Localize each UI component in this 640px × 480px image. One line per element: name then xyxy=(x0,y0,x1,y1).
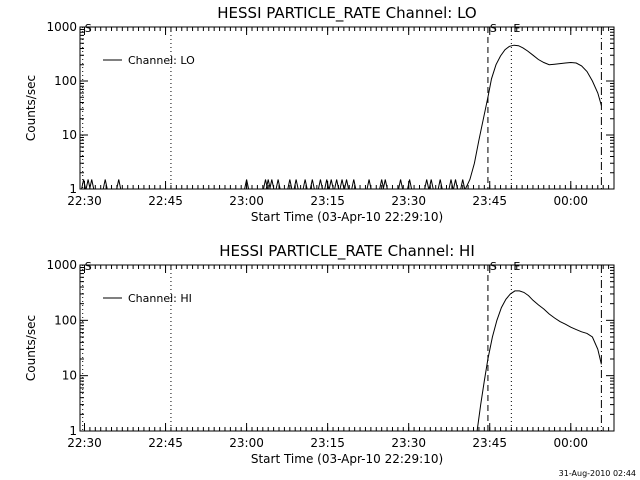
count-spike xyxy=(344,179,350,190)
event-marker-label: S xyxy=(490,260,497,273)
count-spike xyxy=(81,179,87,190)
y-tick-label: 100 xyxy=(54,74,77,88)
x-tick-label: 23:45 xyxy=(472,194,507,208)
count-spike xyxy=(89,179,95,190)
count-spike xyxy=(424,179,430,190)
count-spike xyxy=(116,179,122,190)
y-tick-label: 100 xyxy=(54,313,77,327)
x-tick-label: 00:00 xyxy=(553,194,588,208)
count-spike xyxy=(407,179,413,190)
chart-panel-lo: HESSI PARTICLE_RATE Channel: LO Counts/se… xyxy=(24,4,615,224)
chart-title: HESSI PARTICLE_RATE Channel: HI xyxy=(219,242,475,261)
count-spike xyxy=(269,179,275,190)
count-spike xyxy=(265,179,271,190)
event-marker-label: E xyxy=(513,260,520,273)
chart-panel-hi: HESSI PARTICLE_RATE Channel: HI Counts/se… xyxy=(24,242,615,466)
event-marker-label: S xyxy=(490,22,497,35)
x-tick-label: 23:15 xyxy=(310,194,345,208)
legend-label: Channel: HI xyxy=(128,292,192,305)
plot-frame xyxy=(79,264,615,432)
count-spike xyxy=(437,179,443,190)
y-tick-label: 10 xyxy=(62,369,77,383)
x-axis-label: Start Time (03-Apr-10 22:29:10) xyxy=(251,452,443,466)
count-spike xyxy=(293,179,299,190)
count-spike xyxy=(351,179,357,190)
event-marker-label: S xyxy=(85,260,92,273)
count-spike xyxy=(448,179,454,190)
x-tick-label: 23:15 xyxy=(310,436,345,450)
count-spike xyxy=(428,179,434,190)
count-spike xyxy=(275,179,281,190)
count-spike xyxy=(102,179,108,190)
x-tick-label: 22:45 xyxy=(148,436,183,450)
count-spike xyxy=(287,179,293,190)
y-tick-label: 1 xyxy=(69,424,77,438)
legend-label: Channel: LO xyxy=(128,54,195,67)
x-axis-label: Start Time (03-Apr-10 22:29:10) xyxy=(251,210,443,224)
x-tick-label: 00:00 xyxy=(553,436,588,450)
count-spike xyxy=(328,179,334,190)
y-tick-label: 1 xyxy=(69,182,77,196)
count-spike xyxy=(379,179,385,190)
count-spike xyxy=(339,179,345,190)
y-axis-label: Counts/sec xyxy=(24,75,38,141)
count-spike xyxy=(398,179,404,190)
count-spike xyxy=(366,179,372,190)
x-tick-label: 22:30 xyxy=(67,194,102,208)
x-tick-label: 22:30 xyxy=(67,436,102,450)
plot-frame xyxy=(79,26,615,190)
event-marker-label: S xyxy=(85,22,92,35)
x-tick-label: 23:30 xyxy=(391,436,426,450)
series-line xyxy=(476,290,602,432)
y-tick-label: 1000 xyxy=(46,258,77,272)
x-tick-label: 22:45 xyxy=(148,194,183,208)
chart-title: HESSI PARTICLE_RATE Channel: LO xyxy=(217,4,476,23)
count-spike xyxy=(453,179,459,190)
y-tick-label: 10 xyxy=(62,128,77,142)
y-tick-label: 1000 xyxy=(46,20,77,34)
y-axis-label: Counts/sec xyxy=(24,315,38,381)
count-spike xyxy=(309,179,315,190)
x-tick-label: 23:00 xyxy=(229,194,264,208)
timestamp-label: 31-Aug-2010 02:44 xyxy=(559,469,636,478)
count-spike xyxy=(302,179,308,190)
count-spike xyxy=(334,179,340,190)
count-spike xyxy=(324,179,330,190)
count-spike xyxy=(460,179,466,190)
event-marker-label: E xyxy=(513,22,520,35)
count-spike xyxy=(382,179,388,190)
count-spike xyxy=(244,179,250,190)
series-line xyxy=(464,44,602,190)
x-tick-label: 23:00 xyxy=(229,436,264,450)
count-spike xyxy=(317,179,323,190)
x-tick-label: 23:30 xyxy=(391,194,426,208)
count-spike xyxy=(85,179,91,190)
x-tick-label: 23:45 xyxy=(472,436,507,450)
